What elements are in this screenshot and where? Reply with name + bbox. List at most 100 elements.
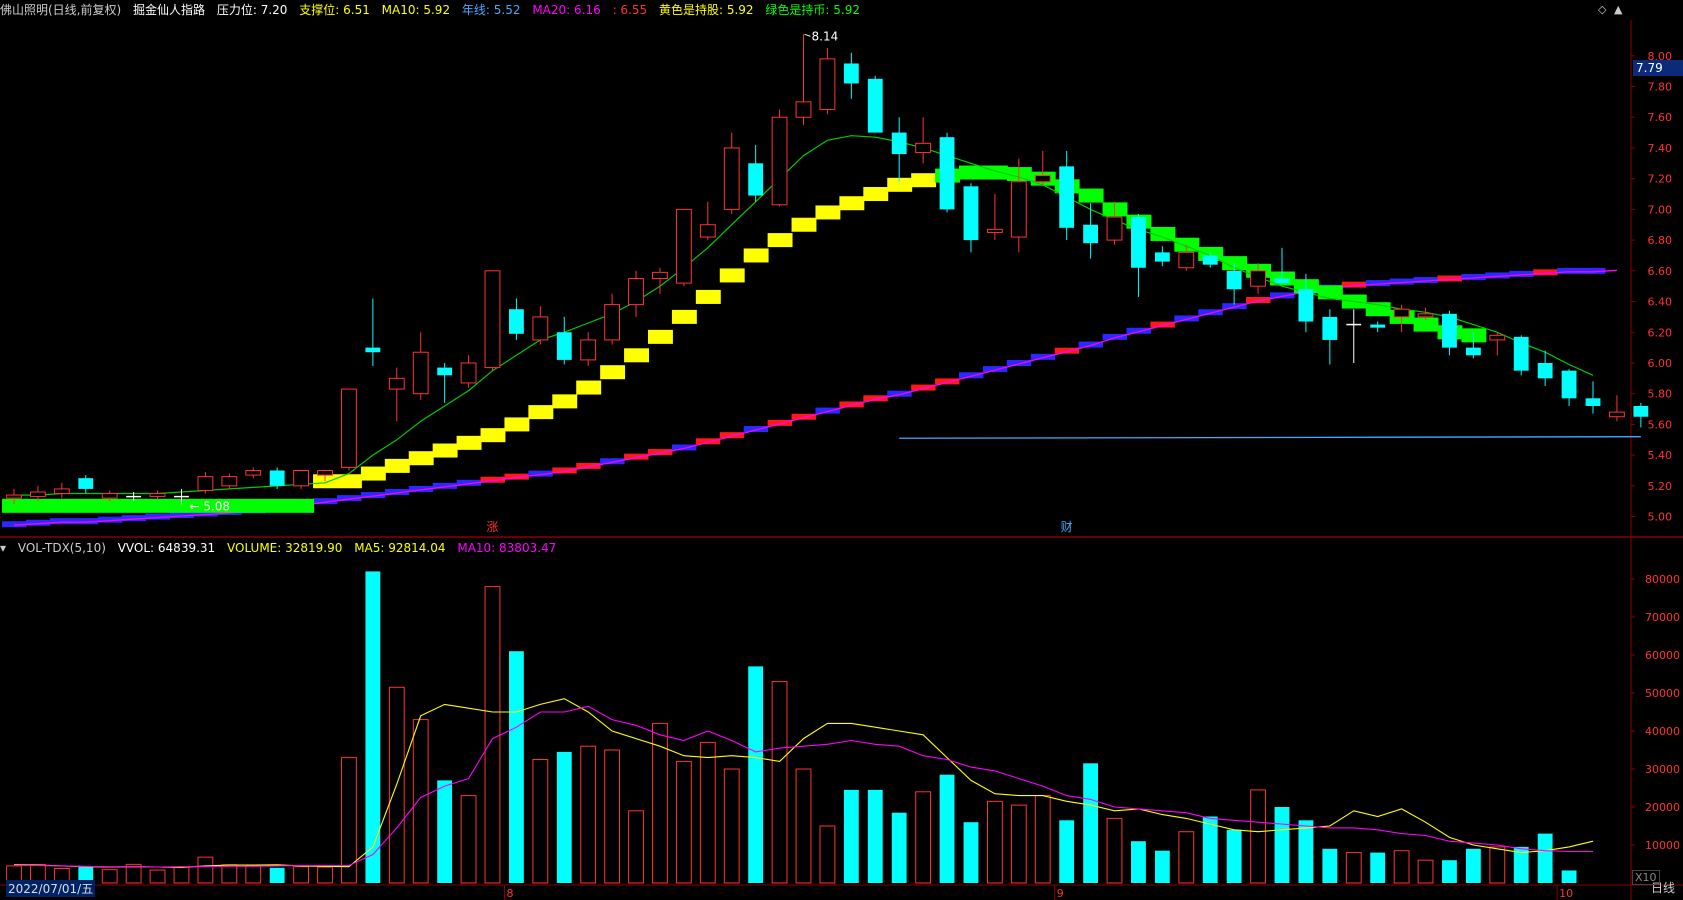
vvol-value: VVOL: 64839.31 [117,541,216,555]
year-line-segment [432,482,458,489]
candle-up [101,493,118,499]
year-line-segment [624,453,649,460]
candle-up [915,142,932,154]
candle-up [460,362,477,384]
volume-bar-up [1393,850,1410,884]
candle-down [1442,313,1457,348]
candle-up [1178,251,1195,269]
hold-step-segment [408,451,434,466]
zoom-x10-button[interactable]: X10 [1632,870,1660,885]
volume-bar-up [1345,852,1362,884]
year-line-segment [504,473,529,480]
stock-title: 佛山照明(日线,前复权) [0,3,122,17]
candle-down [1226,270,1242,290]
volume-bar-up [819,825,836,884]
hold-step-segment [480,428,506,443]
year-line-segment [25,519,51,526]
ma10-line [14,135,1594,496]
volume-bar-up [245,865,262,884]
price-tick-label: 8.00 [1648,50,1673,63]
year-line-segment [1581,267,1606,274]
price-tick-label: 7.00 [1648,203,1673,216]
volume-bar-down [1226,829,1242,883]
year-line-segment [121,515,147,522]
year-line-segment [1102,333,1127,340]
hold-step-segment [384,458,410,473]
year-line-segment [1437,275,1462,282]
candle-up [675,208,692,284]
year-line-segment [73,518,99,525]
price-tick-label: 6.40 [1648,296,1673,309]
price-tick-label: 7.80 [1648,81,1673,94]
candle-down [867,78,883,133]
volume-ma10-line [14,705,1593,868]
scroll-up-icon[interactable]: ▲ [1614,3,1623,16]
support-line [899,436,1641,439]
volume-bar-up [1489,846,1506,884]
year-line-segment [1461,273,1486,280]
hold-step-segment [313,474,362,489]
year-line-segment [456,479,482,486]
month-label: 9 [1057,887,1064,900]
volume-bar-down [1537,833,1553,883]
year-line-segment [1389,278,1415,285]
candle-down [78,478,94,489]
volume-bar-up [125,863,142,884]
volume-bar-up [173,866,190,884]
price-tick-label: 7.20 [1648,173,1673,186]
candle-up [1417,313,1434,318]
hold-step-segment [432,443,458,458]
year-line-segment [1341,281,1367,288]
year-line-segment [1509,270,1534,277]
volume-bar-up [1250,789,1266,884]
year-line-segment [767,419,793,426]
volume-tick-label: 30000 [1645,763,1680,776]
volume-bar-up [986,800,1003,884]
candle-down [1154,252,1170,262]
volume-bar-down [748,666,764,883]
candle-up [53,488,70,495]
volume-bar-up [101,869,118,884]
volume-bar-up [460,795,477,884]
candle-up [412,351,429,395]
hold-step-segment [528,405,554,420]
year-line-segment [791,413,816,420]
candle-up [221,476,238,487]
diamond-icon[interactable]: ◇ [1598,3,1607,16]
hold-step-segment [1150,226,1176,241]
candle-up [628,278,644,306]
year-line-segment [576,462,601,469]
candle-down [1585,398,1601,406]
volume-bar-up [1106,817,1123,884]
candle-up [986,228,1003,233]
candle-down [1370,324,1386,328]
price-header: 佛山照明(日线,前复权) 掘金仙人指路 压力位: 7.20 支撑位: 6.51 … [0,0,1630,20]
price-tick-label: 7.40 [1648,142,1673,155]
high-arrow [804,33,811,37]
hold-step-segment [719,268,745,283]
volume-tick-label: 20000 [1645,801,1680,814]
volume-bar-up [149,869,166,884]
year-line-segment [480,476,505,483]
candle-up [819,58,836,111]
volume-bar-up [317,866,333,884]
candle-up [652,271,668,280]
volume-bar-up [221,864,238,884]
volume-bar-down [1154,850,1170,883]
candle-down [1465,347,1481,356]
collapse-icon[interactable]: ▾ [0,541,7,555]
year-line-segment [1126,327,1151,334]
candle-up [149,493,166,498]
year-line-segment [145,513,171,520]
year-line-value: 年线: 5.52 [461,3,521,17]
hold-step-segment [2,498,315,513]
volume-bar-up [1417,859,1434,884]
volume-bar-down [556,751,572,883]
year-line-segment [1222,303,1247,310]
year-line-segment [600,458,625,465]
year-line-segment [815,407,840,414]
candle-up [388,377,405,390]
year-line-segment [336,495,362,502]
ma10-value: MA10: 5.92 [381,3,451,17]
